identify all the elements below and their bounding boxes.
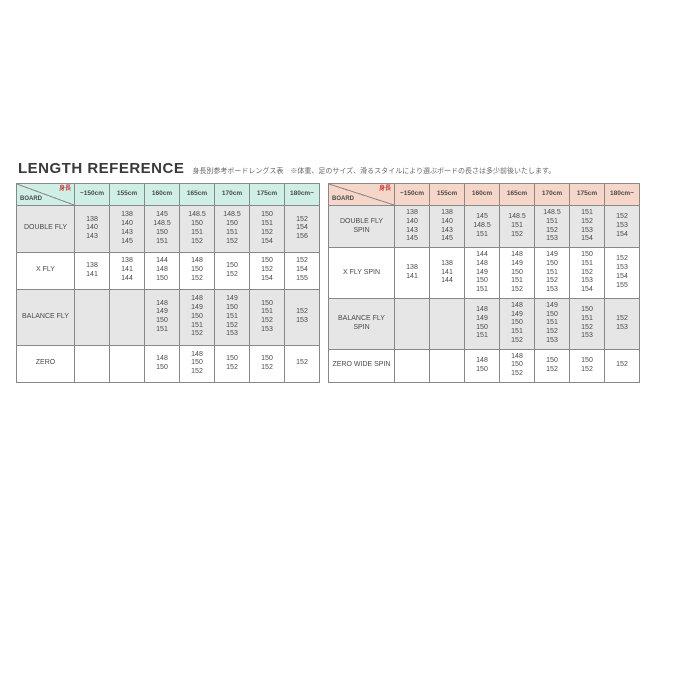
row-label: X FLY SPIN: [329, 248, 395, 299]
tables-wrap: BOARD身長~150cm155cm160cm165cm170cm175cm18…: [0, 183, 700, 383]
row-label: DOUBLE FLY: [17, 206, 75, 253]
cell: 148 149 150 151: [145, 289, 180, 345]
cell: 148 150 152: [180, 252, 215, 289]
col-header: 155cm: [110, 184, 145, 206]
col-header: 170cm: [215, 184, 250, 206]
page: LENGTH REFERENCE 身長別参考ボードレングス表 ※体重、足のサイズ…: [0, 0, 700, 383]
cell: 150 152: [570, 349, 605, 382]
col-header: 170cm: [535, 184, 570, 206]
cell: 152 153: [605, 298, 640, 349]
cell: 148 149 150 151 152: [500, 298, 535, 349]
table-row: DOUBLE FLY SPIN138 140 143 145138 140 14…: [329, 206, 640, 248]
cell: 145 148.5 151: [465, 206, 500, 248]
cell: 150 151 152 154: [250, 206, 285, 253]
cell: 152 153: [285, 289, 320, 345]
cell: 152: [285, 345, 320, 382]
cell: 152 153 154 155: [605, 248, 640, 299]
cell: 138 140 143: [75, 206, 110, 253]
col-header: 160cm: [465, 184, 500, 206]
cell: 150 152: [250, 345, 285, 382]
cell: [395, 298, 430, 349]
table-row: BALANCE FLY SPIN 148 149 150 151148 149 1…: [329, 298, 640, 349]
table-row: ZERO WIDE SPIN148 150148 150 152150 1521…: [329, 349, 640, 382]
table-corner-header: BOARD 身長: [17, 184, 75, 206]
cell: 148.5 150 151 152: [215, 206, 250, 253]
cell: 148 149 150 151 152: [500, 248, 535, 299]
row-label: ZERO WIDE SPIN: [329, 349, 395, 382]
table-row: X FLY SPIN138 141138 141 144144 148 149 …: [329, 248, 640, 299]
table-row: DOUBLE FLY138 140 143138 140 143 145145 …: [17, 206, 320, 253]
cell: 148 149 150 151 152: [180, 289, 215, 345]
table-row: BALANCE FLY 148 149 150 151148 149 150 15…: [17, 289, 320, 345]
cell: 148 149 150 151: [465, 298, 500, 349]
col-header: 175cm: [250, 184, 285, 206]
cell: 144 148 150: [145, 252, 180, 289]
col-header: 180cm~: [285, 184, 320, 206]
cell: 152: [605, 349, 640, 382]
table-right: BOARD 身長 ~150cm155cm160cm165cm170cm175cm18…: [328, 183, 640, 383]
cell: 148 150 152: [500, 349, 535, 382]
corner-height-label: 身長: [59, 186, 71, 194]
corner-board-label: BOARD: [332, 196, 354, 204]
table-row: ZERO148 150148 150 152150 152150 152152: [17, 345, 320, 382]
cell: 138 140 143 145: [430, 206, 465, 248]
cell: 149 150 151 152 153: [535, 248, 570, 299]
cell: 148.5 150 151 152: [180, 206, 215, 253]
col-header: 175cm: [570, 184, 605, 206]
col-header: 155cm: [430, 184, 465, 206]
corner-board-label: BOARD: [20, 196, 42, 204]
col-header: ~150cm: [395, 184, 430, 206]
cell: 148 150: [145, 345, 180, 382]
cell: 138 141: [395, 248, 430, 299]
subtitle: 身長別参考ボードレングス表 ※体重、足のサイズ、滑るスタイルにより選ぶボードの長…: [192, 166, 555, 176]
cell: 150 152: [215, 252, 250, 289]
cell: 148.5 151 152: [500, 206, 535, 248]
cell: 152 153 154: [605, 206, 640, 248]
table-left: BOARD 身長 ~150cm155cm160cm165cm170cm175cm18…: [16, 183, 320, 383]
table-row: X FLY138 141138 141 144144 148 150148 15…: [17, 252, 320, 289]
col-header: 165cm: [500, 184, 535, 206]
cell: 148 150: [465, 349, 500, 382]
col-header: 180cm~: [605, 184, 640, 206]
cell: 150 151 152 153: [250, 289, 285, 345]
title-row: LENGTH REFERENCE 身長別参考ボードレングス表 ※体重、足のサイズ…: [18, 160, 700, 177]
col-header: 160cm: [145, 184, 180, 206]
cell: 152 154 156: [285, 206, 320, 253]
cell: 148.5 151 152 153: [535, 206, 570, 248]
corner-height-label: 身長: [379, 186, 391, 194]
cell: 150 152 154: [250, 252, 285, 289]
cell: 149 150 151 152 153: [215, 289, 250, 345]
cell: 138 141 144: [110, 252, 145, 289]
cell: 138 141 144: [430, 248, 465, 299]
cell: 151 152 153 154: [570, 206, 605, 248]
cell: 150 152: [215, 345, 250, 382]
col-header: 165cm: [180, 184, 215, 206]
cell: 144 148 149 150 151: [465, 248, 500, 299]
row-label: ZERO: [17, 345, 75, 382]
cell: [75, 289, 110, 345]
cell: 148 150 152: [180, 345, 215, 382]
cell: 150 151 152 153: [570, 298, 605, 349]
cell: [110, 345, 145, 382]
cell: 138 140 143 145: [395, 206, 430, 248]
cell: [395, 349, 430, 382]
table-corner-header: BOARD 身長: [329, 184, 395, 206]
cell: 138 141: [75, 252, 110, 289]
row-label: BALANCE FLY: [17, 289, 75, 345]
cell: 150 152: [535, 349, 570, 382]
row-label: DOUBLE FLY SPIN: [329, 206, 395, 248]
cell: [110, 289, 145, 345]
cell: [75, 345, 110, 382]
row-label: X FLY: [17, 252, 75, 289]
cell: 145 148.5 150 151: [145, 206, 180, 253]
cell: [430, 298, 465, 349]
cell: 138 140 143 145: [110, 206, 145, 253]
cell: 152 154 155: [285, 252, 320, 289]
cell: 149 150 151 152 153: [535, 298, 570, 349]
title: LENGTH REFERENCE: [18, 160, 184, 177]
col-header: ~150cm: [75, 184, 110, 206]
row-label: BALANCE FLY SPIN: [329, 298, 395, 349]
cell: 150 151 152 153 154: [570, 248, 605, 299]
cell: [430, 349, 465, 382]
